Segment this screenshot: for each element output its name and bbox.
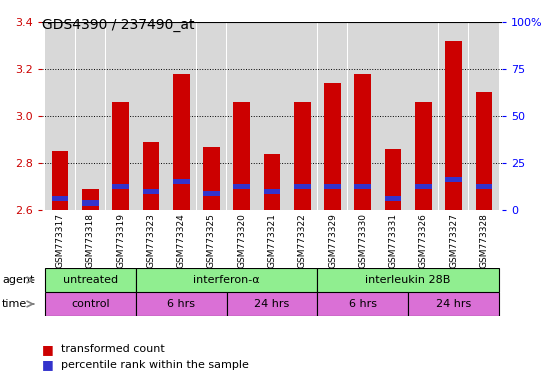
Text: agent: agent [2, 275, 34, 285]
Text: 6 hrs: 6 hrs [349, 299, 377, 309]
Text: ■: ■ [42, 358, 54, 371]
Text: 6 hrs: 6 hrs [167, 299, 195, 309]
Bar [263, 189, 280, 194]
Bar [317, 22, 318, 210]
Text: 24 hrs: 24 hrs [436, 299, 471, 309]
Bar [82, 189, 99, 210]
Bar [408, 22, 409, 210]
Bar [233, 102, 250, 210]
Bar [136, 22, 166, 210]
Bar [378, 22, 408, 210]
Bar [106, 22, 136, 210]
Text: GDS4390 / 237490_at: GDS4390 / 237490_at [42, 18, 195, 32]
Text: ■: ■ [42, 343, 54, 356]
Bar [45, 268, 136, 292]
Bar [287, 22, 288, 210]
Bar [233, 184, 250, 189]
Bar [142, 189, 160, 194]
Text: transformed count: transformed count [61, 344, 165, 354]
Bar [415, 184, 432, 189]
Bar [408, 292, 499, 316]
Bar [257, 22, 287, 210]
Bar [136, 268, 317, 292]
Bar [263, 154, 280, 210]
Bar [438, 22, 439, 210]
Bar [112, 102, 129, 210]
Bar [354, 184, 371, 189]
Bar [52, 196, 69, 201]
Bar [52, 151, 69, 210]
Bar [385, 149, 402, 210]
Bar [348, 22, 378, 210]
Bar [415, 102, 432, 210]
Bar [317, 268, 499, 292]
Bar [227, 22, 257, 210]
Bar [166, 22, 167, 210]
Bar [227, 292, 317, 316]
Text: 24 hrs: 24 hrs [254, 299, 290, 309]
Text: interleukin 28B: interleukin 28B [366, 275, 451, 285]
Text: interferon-α: interferon-α [193, 275, 260, 285]
Bar [45, 22, 75, 210]
Bar [226, 22, 227, 210]
Bar [196, 22, 227, 210]
Bar [203, 147, 220, 210]
Bar [45, 292, 136, 316]
Bar [408, 22, 438, 210]
Bar [354, 74, 371, 210]
Bar [438, 22, 469, 210]
Bar [324, 83, 341, 210]
Bar [142, 142, 160, 210]
Bar [385, 196, 402, 201]
Bar [203, 191, 220, 196]
Bar [105, 22, 106, 210]
Bar [135, 22, 136, 210]
Bar [317, 292, 408, 316]
Bar [476, 93, 492, 210]
Bar [82, 200, 99, 205]
Text: untreated: untreated [63, 275, 118, 285]
Bar [173, 74, 190, 210]
Bar [196, 22, 197, 210]
Bar [166, 22, 196, 210]
Bar [324, 184, 341, 189]
Bar [317, 22, 348, 210]
Bar [287, 22, 317, 210]
Bar [112, 184, 129, 189]
Bar [75, 22, 106, 210]
Text: time: time [2, 299, 27, 309]
Text: percentile rank within the sample: percentile rank within the sample [61, 360, 249, 370]
Bar [446, 41, 462, 210]
Bar [294, 184, 311, 189]
Bar [136, 292, 227, 316]
Bar [469, 22, 499, 210]
Bar [294, 102, 311, 210]
Bar [256, 22, 257, 210]
Bar [476, 184, 492, 189]
Bar [173, 179, 190, 184]
Bar [446, 177, 462, 182]
Text: control: control [71, 299, 110, 309]
